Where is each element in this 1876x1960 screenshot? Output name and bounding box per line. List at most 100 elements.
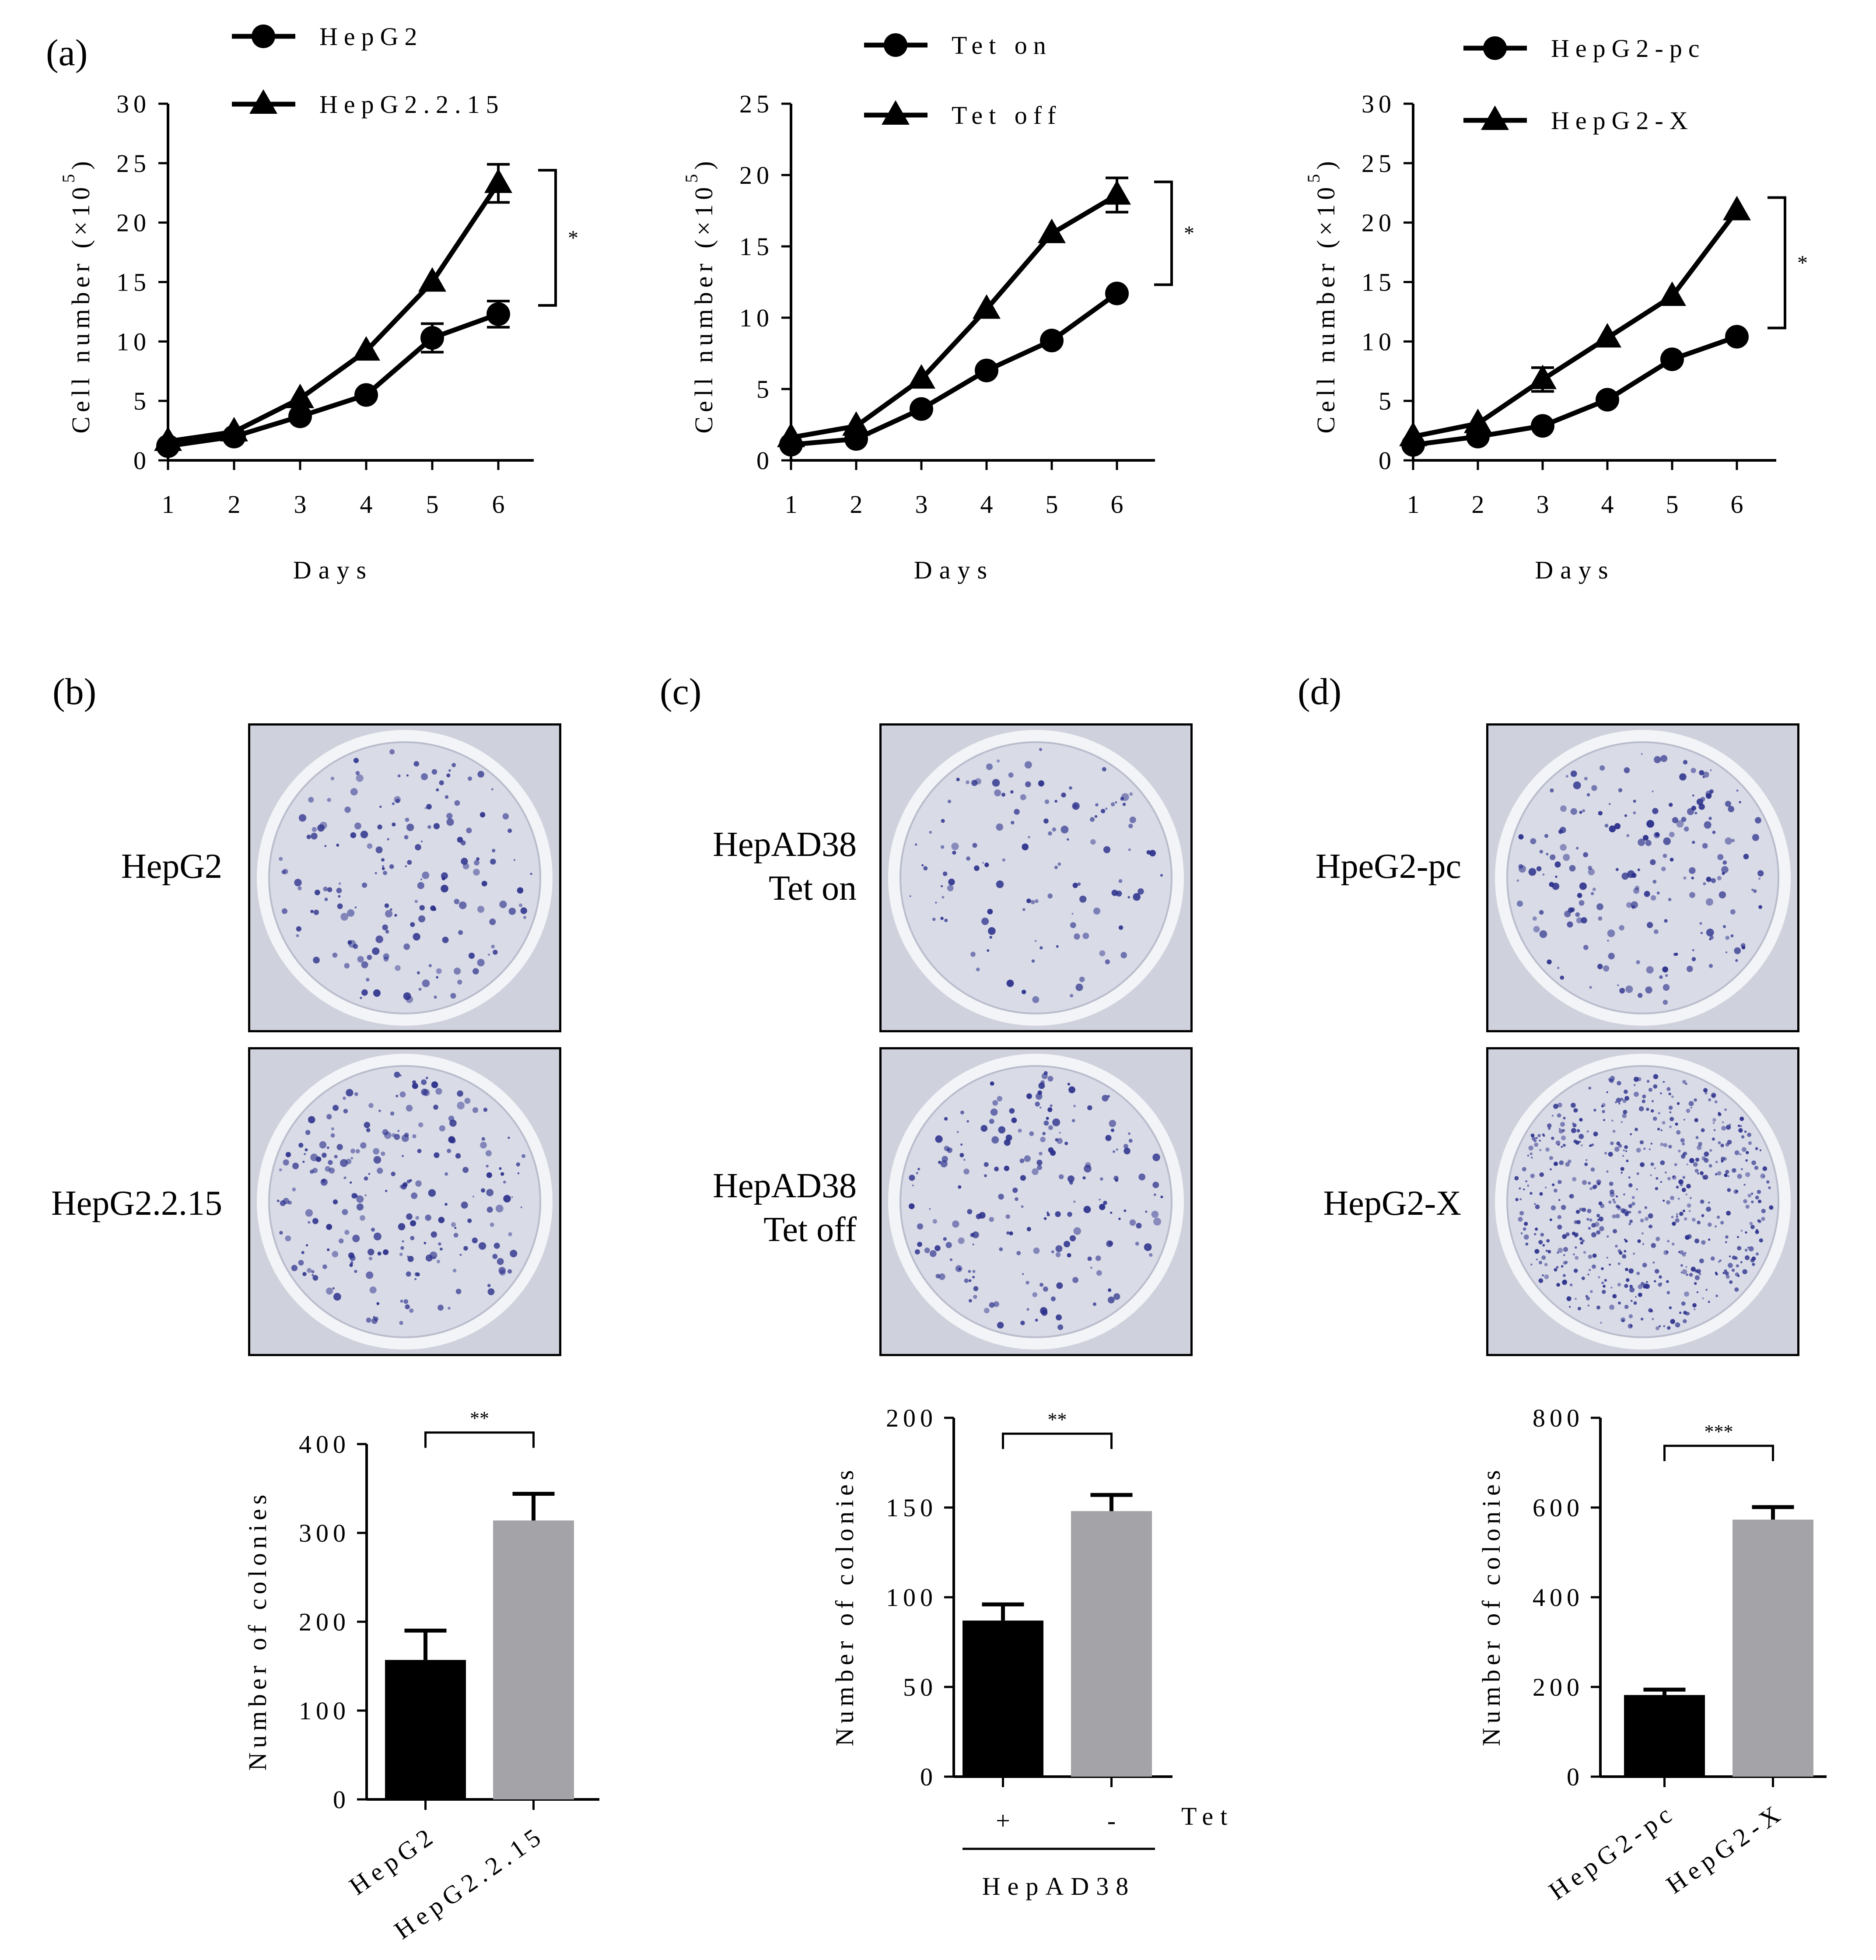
colony: [1742, 1269, 1747, 1274]
colony: [1682, 1152, 1685, 1155]
colony: [960, 1143, 963, 1146]
y-tick-label: 10: [1362, 327, 1396, 356]
colony: [1551, 1115, 1554, 1117]
colony: [1672, 1221, 1676, 1226]
colony: [1654, 929, 1659, 934]
colony: [1624, 1284, 1628, 1288]
colony: [1663, 1250, 1669, 1255]
colony: [1694, 1168, 1699, 1173]
colony: [1693, 1162, 1698, 1167]
colony: [1682, 1142, 1685, 1146]
colony: [998, 1126, 1006, 1134]
colony: [1565, 1232, 1570, 1237]
colony: [1609, 825, 1616, 833]
colony: [1596, 1230, 1601, 1235]
colony: [1011, 820, 1015, 825]
colony: [311, 832, 318, 840]
colony: [450, 993, 456, 999]
colony: [1573, 1108, 1578, 1113]
colony: [406, 824, 414, 831]
colony: [1149, 1253, 1153, 1257]
x-tick-label: 4: [980, 490, 993, 519]
colony: [1067, 1212, 1072, 1217]
colony: [1633, 799, 1636, 803]
colony: [1628, 1323, 1633, 1329]
colony: [1516, 879, 1519, 882]
colony: [1612, 1129, 1616, 1133]
colony: [1533, 926, 1540, 933]
colony: [1708, 817, 1712, 820]
colony: [1672, 817, 1679, 824]
colony: [1638, 993, 1643, 998]
legend-entry: Tet off: [864, 100, 1056, 130]
colony: [1640, 1318, 1644, 1321]
data-point: [777, 422, 805, 447]
colony: [1032, 1168, 1039, 1175]
colony: [1623, 1193, 1625, 1196]
colony: [1122, 803, 1126, 806]
colony: [1026, 1308, 1029, 1311]
legend-label: HepG2-pc: [1551, 34, 1706, 63]
colony: [402, 1155, 404, 1157]
colony: [1561, 1265, 1564, 1268]
colony: [1020, 1321, 1025, 1325]
colony: [1757, 1199, 1762, 1203]
colony: [1538, 1261, 1543, 1265]
colony: [377, 824, 382, 830]
colony: [1560, 805, 1567, 812]
colony: [1151, 1210, 1159, 1218]
colony: [1725, 936, 1730, 940]
colony: [981, 917, 989, 925]
colony: [1610, 1287, 1613, 1289]
colony: [499, 901, 507, 908]
colony: [1012, 1187, 1018, 1193]
colony: [1530, 1174, 1535, 1178]
colony: [1698, 1142, 1702, 1147]
colony: [1551, 1136, 1554, 1140]
colony: [1576, 847, 1579, 850]
colony: [485, 1150, 492, 1157]
colony: [1703, 1088, 1708, 1093]
colony: [1654, 1167, 1656, 1169]
y-tick-label: 20: [116, 209, 150, 237]
colony: [980, 1125, 988, 1132]
colony: [1616, 1195, 1618, 1198]
colony: [326, 1114, 332, 1119]
colony: [974, 865, 980, 871]
colony: [457, 979, 462, 985]
colony: [428, 964, 432, 968]
x-tick-label: 2: [228, 490, 241, 519]
panel-label-a: (a): [46, 32, 88, 74]
colony: [406, 1271, 411, 1277]
dish-label-hepad38-teton: HepAD38 Tet on: [713, 823, 857, 910]
colony: [1641, 1232, 1644, 1234]
significance-bracket: **: [1002, 1409, 1113, 1449]
colony: [1590, 1167, 1595, 1172]
colony: [399, 1091, 406, 1097]
colony: [1618, 1206, 1620, 1208]
colony: [1581, 1144, 1583, 1147]
colony: [1549, 1218, 1552, 1221]
colony: [448, 769, 451, 772]
colony: [1731, 838, 1735, 842]
legend-entry: Tet on: [864, 31, 1046, 60]
colony: [1020, 794, 1026, 800]
colony: [1555, 1140, 1561, 1146]
colony: [1701, 1156, 1706, 1161]
colony: [1531, 1157, 1533, 1159]
colony: [382, 867, 385, 870]
colony: [1704, 821, 1712, 829]
colony: [1562, 1274, 1566, 1277]
colony: [1522, 1167, 1526, 1171]
colony: [1752, 834, 1759, 841]
significance-star: *: [568, 226, 578, 249]
colony: [1008, 772, 1014, 778]
y-axis-label-text: Cell number (×10: [1312, 183, 1340, 434]
colony: [372, 947, 380, 955]
colony: [1575, 1210, 1580, 1214]
colony: [327, 1248, 330, 1252]
colony: [1688, 1101, 1694, 1106]
colony: [285, 1235, 291, 1241]
colony: [401, 1184, 407, 1190]
